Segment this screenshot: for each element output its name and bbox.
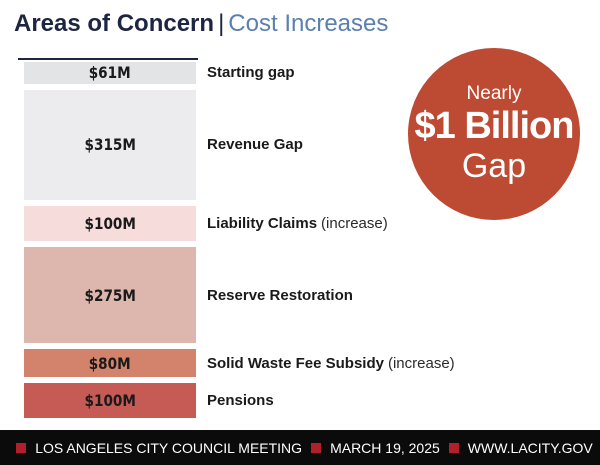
segment-name: Revenue Gap	[207, 136, 303, 154]
bar-value-label-wrap: $80M	[24, 349, 196, 377]
footer-website: WWW.LACITY.GOV	[467, 439, 593, 456]
segment-category-label: Pensions	[207, 383, 274, 418]
footer-banner: LOS ANGELES CITY COUNCIL MEETING MARCH 1…	[0, 430, 600, 465]
bar-value-label-wrap: $275M	[24, 247, 196, 343]
footer-square-icon	[448, 442, 459, 453]
page-title: Areas of Concern | Cost Increases	[14, 10, 388, 38]
segment-category-label: Liability Claims (increase)	[207, 206, 388, 241]
callout-main-text: $1 Billion	[414, 105, 575, 147]
callout-top-text: Nearly	[466, 83, 522, 104]
title-main: Areas of Concern	[14, 10, 215, 37]
bar-value-label: $275M	[84, 285, 136, 305]
bar-value-label-wrap: $61M	[24, 62, 196, 84]
segment-name: Solid Waste Fee Subsidy	[207, 354, 384, 372]
title-subtitle: Cost Increases	[228, 10, 389, 37]
footer-date: MARCH 19, 2025	[330, 439, 440, 456]
footer-square-icon	[311, 442, 322, 453]
bar-value-label-wrap: $100M	[24, 383, 196, 418]
segment-name: Liability Claims	[207, 215, 318, 232]
footer-square-icon	[16, 442, 27, 453]
bar-segment	[24, 206, 196, 241]
segment-category-label: Solid Waste Fee Subsidy (increase)	[207, 349, 455, 377]
bar-segment	[24, 383, 196, 418]
title-separator: |	[218, 10, 225, 37]
segment-name: Reserve Restoration	[207, 286, 353, 304]
chart-top-rule	[18, 58, 198, 60]
bar-value-label-wrap: $100M	[24, 206, 196, 241]
segment-category-label: Revenue Gap	[207, 90, 303, 200]
segment-note: (increase)	[321, 215, 388, 232]
bar-value-label: $315M	[84, 135, 136, 155]
bar-value-label-wrap: $315M	[24, 90, 196, 200]
footer-meeting: LOS ANGELES CITY COUNCIL MEETING	[35, 439, 303, 456]
segment-note: (increase)	[387, 354, 455, 372]
callout-circle: Nearly $1 Billion Gap	[408, 48, 580, 220]
bar-value-label: $80M	[89, 353, 131, 373]
bar-segment	[24, 62, 196, 84]
segment-category-label: Starting gap	[207, 62, 295, 84]
segment-name: Pensions	[207, 392, 274, 410]
bar-value-label: $100M	[84, 214, 136, 233]
segment-category-label: Reserve Restoration	[207, 247, 353, 343]
bar-segment	[24, 349, 196, 378]
bar-value-label: $100M	[84, 391, 136, 411]
bar-segment	[24, 89, 196, 201]
segment-name: Starting gap	[207, 64, 295, 82]
callout-bottom-text: Gap	[461, 147, 527, 185]
bar-value-label: $61M	[89, 63, 131, 83]
bar-segment	[24, 246, 196, 344]
